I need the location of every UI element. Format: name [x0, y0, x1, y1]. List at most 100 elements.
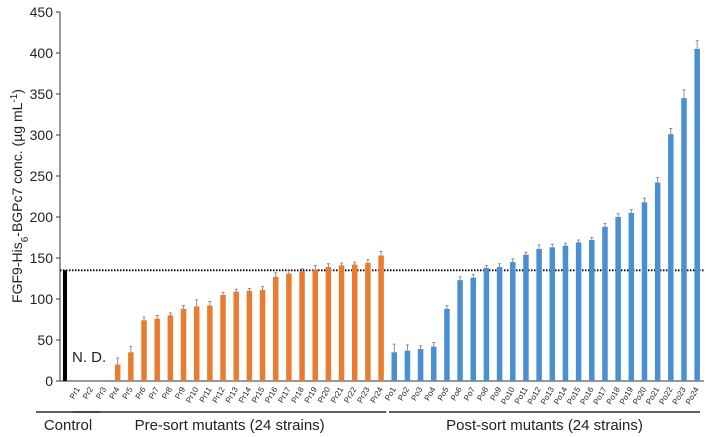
annotation: N. D. [72, 349, 106, 366]
x-tick-label: Po1 [383, 385, 398, 402]
x-tick-label: Pr8 [160, 385, 174, 401]
error-bar [642, 197, 646, 203]
bar [523, 254, 529, 381]
error-bar [221, 292, 225, 295]
error-bar [300, 268, 304, 272]
bar [233, 291, 239, 381]
group-label: Pre-sort mutants (24 strains) [135, 417, 325, 434]
x-tick-label: Pr3 [94, 385, 108, 401]
error-bar [142, 316, 146, 321]
error-bar [484, 264, 488, 268]
bar [299, 271, 305, 381]
bar [654, 182, 661, 381]
bar [128, 352, 134, 381]
group-label: Post-sort mutants (24 strains) [446, 417, 643, 434]
error-bar [695, 40, 699, 49]
y-axis-title-part: FGF9-His [9, 242, 25, 303]
error-bar [524, 251, 528, 255]
bar [246, 290, 253, 381]
error-bar [287, 269, 291, 274]
bar [694, 48, 700, 382]
bar [444, 308, 450, 381]
error-bar [445, 305, 449, 309]
bar [365, 262, 371, 381]
error-bar [129, 346, 133, 353]
error-bar [656, 177, 660, 183]
x-tick-label: Po2 [396, 385, 411, 402]
error-bar [629, 209, 633, 213]
bar [549, 247, 556, 381]
x-tick-label: Pr2 [81, 385, 95, 401]
bar [272, 276, 279, 381]
error-bar [261, 286, 265, 290]
bar [668, 134, 674, 381]
bar [628, 212, 635, 381]
error-bar [116, 357, 120, 365]
x-tick-label: Po7 [462, 385, 477, 402]
error-bar [168, 312, 172, 316]
x-tick-label: Pr4 [107, 385, 121, 401]
error-bar [182, 305, 186, 309]
bar [681, 98, 687, 381]
error-bar [682, 89, 686, 99]
y-tick-label: 400 [30, 45, 54, 61]
bar [536, 248, 542, 381]
bar [351, 264, 358, 381]
error-bar [379, 251, 383, 256]
bar [207, 305, 213, 381]
y-tick-label: 450 [30, 4, 54, 20]
error-bar [247, 287, 251, 291]
error-bar [195, 299, 199, 307]
bar [483, 267, 490, 381]
bar [602, 226, 608, 381]
y-tick-label: 200 [30, 209, 54, 225]
y-axis-title-part: -1 [9, 93, 20, 102]
error-bar [563, 242, 567, 246]
bar [562, 245, 569, 381]
error-bar [498, 263, 502, 268]
bar [575, 242, 582, 381]
bar [259, 289, 266, 381]
bar [167, 315, 174, 381]
y-tick-label: 100 [30, 291, 54, 307]
bar [220, 294, 226, 381]
bar [141, 320, 147, 381]
error-bar [511, 258, 515, 263]
y-tick-label: 250 [30, 168, 54, 184]
x-tick-label: Po4 [423, 385, 438, 402]
bar [470, 277, 477, 381]
group-label: Control [44, 417, 92, 434]
error-bar [155, 314, 159, 319]
bar [325, 267, 332, 381]
error-bar [616, 213, 620, 217]
y-axis-title-part: ) [9, 89, 25, 94]
bar [510, 262, 516, 381]
y-axis-title-part: 6 [20, 236, 31, 242]
error-bar [234, 288, 238, 292]
error-bar [537, 244, 541, 249]
bar [417, 349, 424, 381]
error-bar [458, 276, 462, 281]
bar [154, 318, 160, 381]
error-bar [366, 259, 370, 263]
error-bar [313, 264, 317, 270]
bar [641, 202, 648, 381]
error-bar [419, 345, 423, 350]
y-tick-label: 300 [30, 127, 54, 143]
error-bar [603, 223, 607, 227]
bar [286, 273, 292, 381]
y-tick-label: 150 [30, 250, 54, 266]
x-tick-label: Pr6 [134, 385, 148, 401]
error-bar [208, 301, 212, 306]
x-tick-label: Pr1 [68, 385, 82, 401]
error-bar [577, 239, 581, 243]
y-tick-label: 0 [45, 373, 53, 389]
bar [193, 306, 200, 381]
bar [378, 255, 384, 381]
error-bar [590, 237, 594, 240]
bar [180, 308, 187, 381]
x-tick-label: Pr10 [184, 385, 201, 405]
y-tick-label: 350 [30, 86, 54, 102]
x-tick-label: Po24 [684, 385, 701, 406]
